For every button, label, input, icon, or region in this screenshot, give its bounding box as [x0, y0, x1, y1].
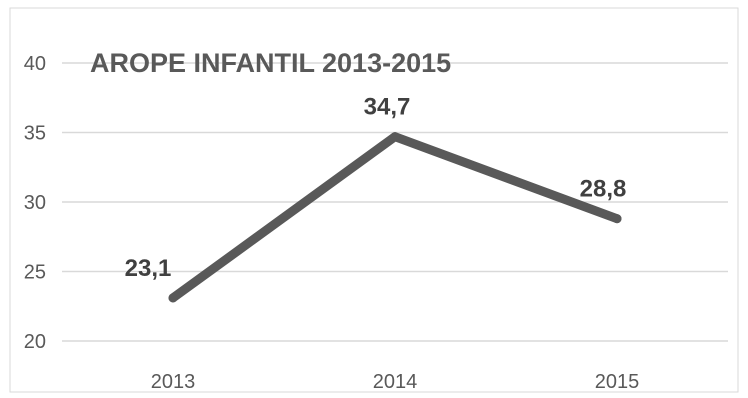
x-tick-label: 2015: [595, 371, 640, 393]
y-tick-label: 25: [24, 262, 46, 284]
data-point: [168, 293, 178, 303]
y-tick-label: 30: [24, 192, 46, 214]
y-axis-tick-labels: 20 25 30 35 40: [24, 53, 46, 353]
chart-border: [9, 7, 739, 393]
data-label: 28,8: [580, 176, 627, 203]
x-tick-label: 2014: [373, 371, 418, 393]
data-point: [612, 214, 622, 224]
x-axis-tick-labels: 2013 2014 2015: [151, 371, 640, 393]
series-layer: [168, 132, 622, 303]
data-label: 34,7: [364, 94, 411, 121]
y-tick-label: 35: [24, 123, 46, 145]
data-labels: 23,1 34,7 28,8: [125, 94, 627, 282]
data-label: 23,1: [125, 255, 172, 282]
y-tick-label: 40: [24, 53, 46, 75]
chart-title: AROPE INFANTIL 2013-2015: [90, 48, 451, 78]
data-point: [390, 132, 400, 142]
x-tick-label: 2013: [151, 371, 196, 393]
gridlines: [62, 62, 728, 342]
y-tick-label: 20: [24, 331, 46, 353]
